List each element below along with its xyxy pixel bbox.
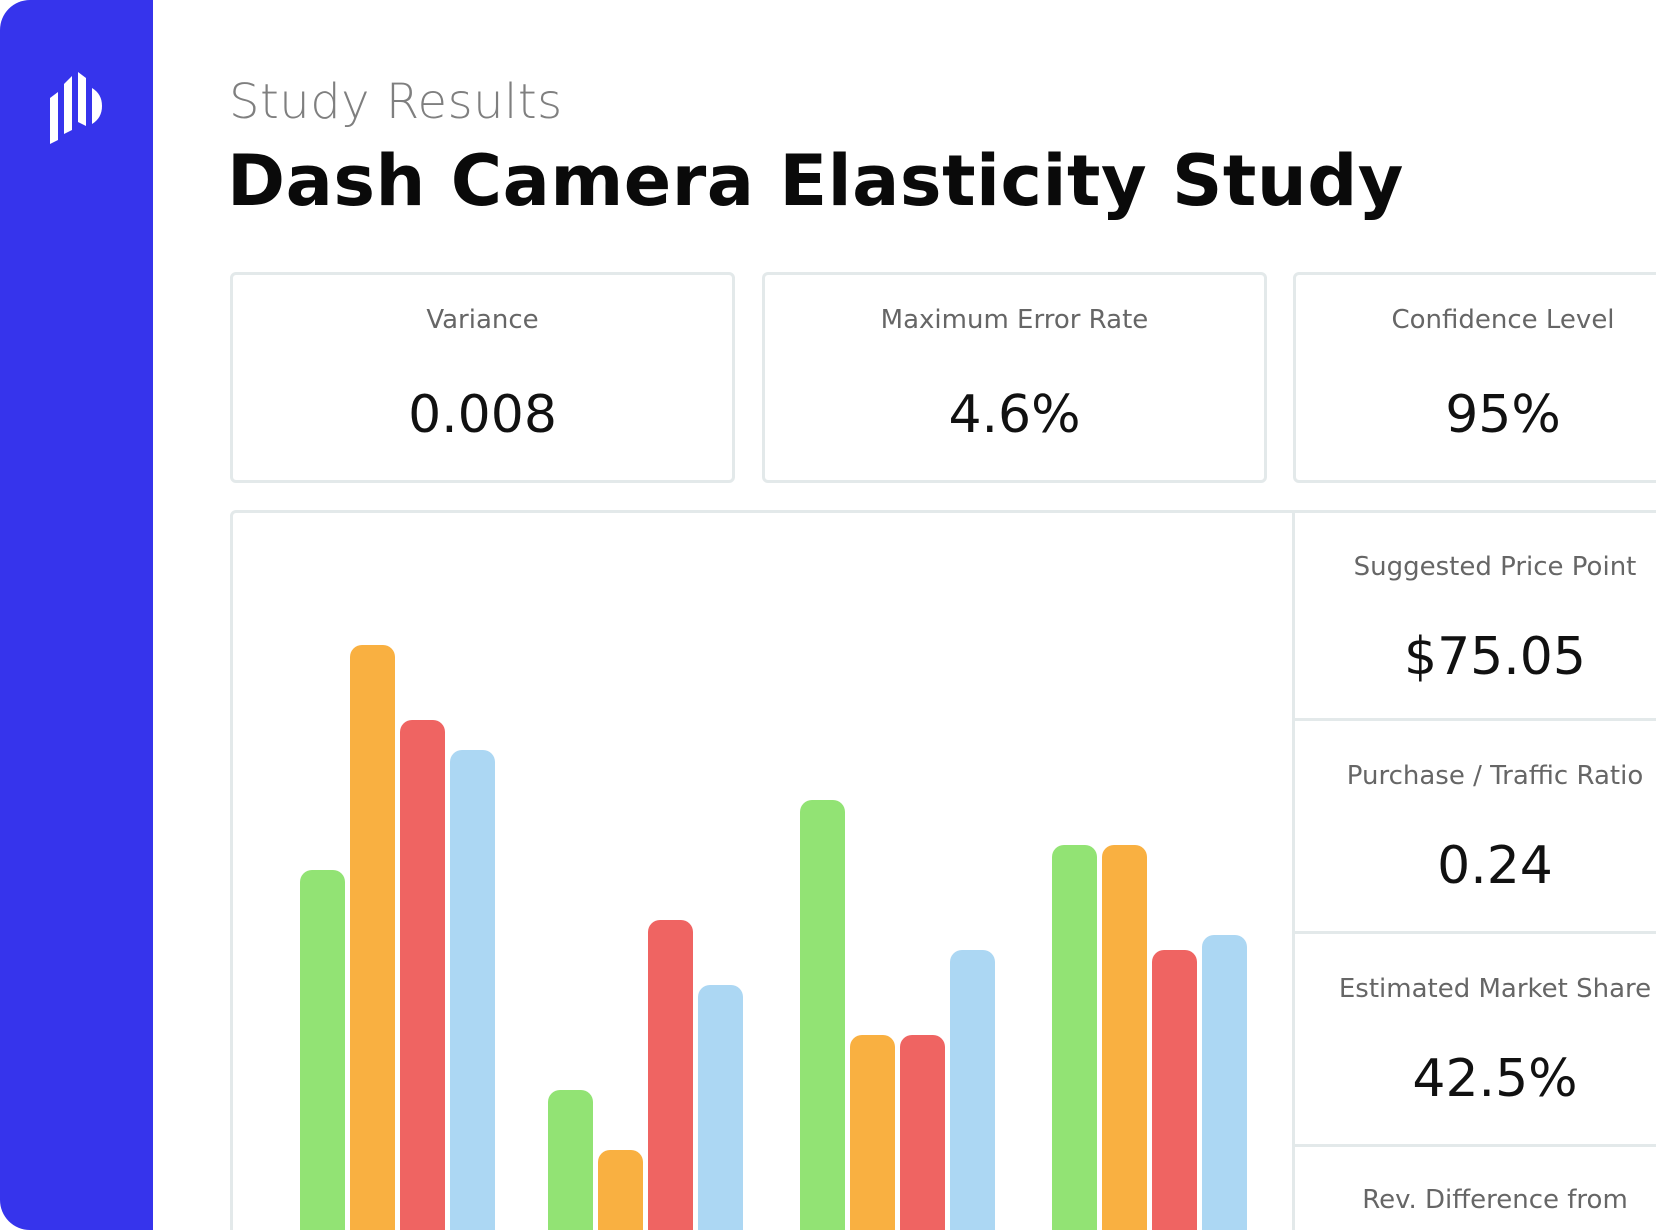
bar-series-2-group-4 [1102,845,1147,1230]
metric-market-share: Estimated Market Share 42.5% [1295,934,1656,1144]
bar-series-2-group-1 [350,645,395,1230]
stat-card-variance: Variance 0.008 [230,272,735,483]
bar-series-1-group-1 [300,870,345,1230]
page-title: Dash Camera Elasticity Study [227,140,1404,222]
stat-label: Maximum Error Rate [880,305,1149,335]
elasticity-bar-chart [300,645,1247,1230]
stat-card-confidence: Confidence Level 95% [1293,272,1656,483]
bar-series-4-group-2 [698,985,743,1230]
metric-label: Purchase / Traffic Ratio [1346,761,1644,791]
stat-label: Confidence Level [1391,305,1615,335]
metric-value: $75.05 [1404,627,1586,687]
bar-logo-icon[interactable] [50,72,102,144]
bar-series-1-group-3 [800,800,845,1230]
sidebar [0,0,153,1230]
bar-series-3-group-3 [900,1035,945,1230]
metric-separator [1295,718,1656,721]
stat-card-max-error: Maximum Error Rate 4.6% [762,272,1267,483]
stat-value: 95% [1445,385,1561,445]
bar-series-2-group-2 [598,1150,643,1230]
metric-separator [1295,1144,1656,1147]
bar-series-4-group-4 [1202,935,1247,1230]
metric-label: Estimated Market Share [1338,974,1652,1004]
bar-series-3-group-1 [400,720,445,1230]
stat-label: Variance [426,305,539,335]
metric-label: Rev. Difference from [1362,1185,1628,1215]
panel-divider [1292,512,1295,1230]
metric-value: 0.24 [1437,836,1553,896]
metric-purchase-traffic: Purchase / Traffic Ratio 0.24 [1295,721,1656,931]
bar-series-4-group-3 [950,950,995,1230]
metric-rev-difference: Rev. Difference from [1295,1147,1656,1230]
metric-separator [1295,931,1656,934]
metric-value: 42.5% [1412,1049,1578,1109]
metric-label: Suggested Price Point [1353,552,1637,582]
bar-series-1-group-4 [1052,845,1097,1230]
stat-value: 4.6% [948,385,1081,445]
stat-value: 0.008 [408,385,557,445]
page-subtitle: Study Results [229,74,563,130]
bar-series-3-group-4 [1152,950,1197,1230]
bar-series-1-group-2 [548,1090,593,1230]
bar-series-2-group-3 [850,1035,895,1230]
bar-series-4-group-1 [450,750,495,1230]
metric-suggested-price: Suggested Price Point $75.05 [1295,512,1656,718]
bar-series-3-group-2 [648,920,693,1230]
